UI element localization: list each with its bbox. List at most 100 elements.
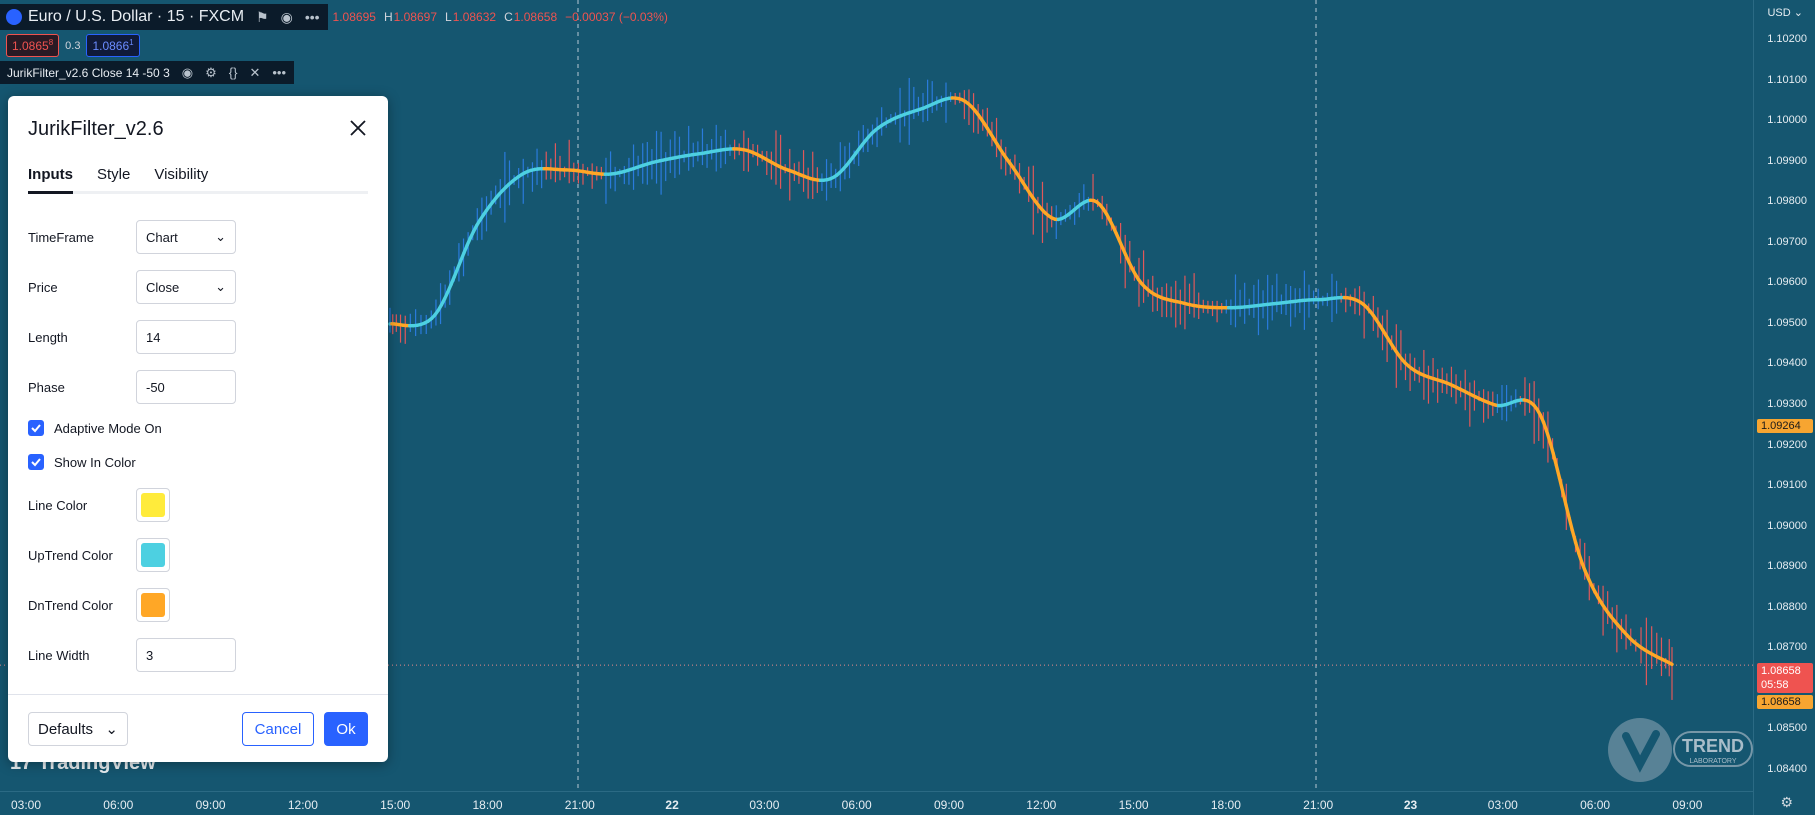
linecolor-row: Line Color: [28, 488, 368, 522]
symbol-box[interactable]: Euro / U.S. Dollar · 15 · FXCM ⚑ ◉ •••: [0, 4, 328, 30]
price-axis-tick: 1.10100: [1767, 73, 1807, 86]
more-icon[interactable]: •••: [304, 9, 320, 25]
jurik-line-segment: [1544, 429, 1552, 444]
ohlc-open: 1.08695: [332, 10, 376, 24]
time-axis-tick: 03:00: [749, 798, 780, 812]
length-label: Length: [28, 329, 68, 345]
timeframe-select[interactable]: Chart ⌄: [136, 220, 236, 254]
dialog-tabs: Inputs Style Visibility: [28, 166, 368, 194]
currency-selector[interactable]: USD ⌄: [1767, 7, 1803, 19]
jurik-line-segment: [1570, 528, 1578, 545]
phase-label: Phase: [28, 379, 65, 395]
settings-icon[interactable]: ⚙: [1780, 794, 1793, 810]
price-axis-tick: 1.10200: [1767, 33, 1807, 46]
flag-icon[interactable]: ⚑: [256, 8, 269, 25]
tab-inputs[interactable]: Inputs: [28, 166, 73, 194]
eye-icon[interactable]: ◉: [280, 8, 293, 25]
adaptive-row: Adaptive Mode On: [28, 420, 368, 436]
last-price-tag: 1.08658 05:58: [1757, 663, 1813, 693]
uptrend-row: UpTrend Color: [28, 538, 368, 572]
currency-flag-icon: [6, 9, 22, 25]
price-row: Price Close ⌄: [28, 270, 368, 304]
tab-visibility[interactable]: Visibility: [154, 166, 209, 183]
spread-value: 0.3: [65, 39, 81, 52]
indicator-label: JurikFilter_v2.6 Close 14 -50 3: [7, 65, 170, 80]
price-axis-tick: 1.09600: [1767, 276, 1807, 289]
indicator-value-tag: 1.09264: [1757, 419, 1813, 433]
chevron-down-icon: ⌄: [215, 229, 226, 244]
showcolor-checkbox[interactable]: [28, 454, 44, 470]
uptrend-color-picker[interactable]: [136, 538, 170, 572]
last-price: 1.08658: [1761, 665, 1801, 677]
showcolor-label: Show In Color: [54, 454, 136, 470]
timeframe-row: TimeFrame Chart ⌄: [28, 220, 368, 254]
time-axis-tick: 15:00: [380, 798, 411, 812]
chevron-down-icon: ⌄: [215, 279, 226, 294]
jurik-line-segment: [1567, 516, 1575, 533]
jurik-line: [388, 96, 1674, 667]
length-input[interactable]: 14: [136, 320, 236, 354]
time-axis-tick: 03:00: [1487, 798, 1518, 812]
time-axis-tick: 09:00: [1672, 798, 1703, 812]
close-icon[interactable]: ✕: [249, 64, 261, 80]
jurik-line-segment: [1561, 489, 1568, 507]
time-axis-tick: 23: [1403, 798, 1418, 812]
indicator-legend[interactable]: JurikFilter_v2.6 Close 14 -50 3 ◉ ⚙ {} ✕…: [0, 61, 294, 84]
price-axis-tick: 1.09400: [1767, 357, 1807, 370]
ohlc-values: 1.08695 H1.08697 L1.08632 C1.08658 −0.00…: [332, 10, 668, 24]
check-icon: [31, 458, 41, 467]
linewidth-label: Line Width: [28, 647, 90, 663]
defaults-dropdown[interactable]: Defaults ⌄: [28, 712, 128, 746]
time-axis-tick: 22: [665, 798, 679, 812]
buy-button[interactable]: 1.08661: [86, 34, 140, 57]
length-row: Length 14: [28, 320, 368, 354]
showcolor-row: Show In Color: [28, 454, 368, 470]
timeframe-label: TimeFrame: [28, 229, 94, 245]
ok-button[interactable]: Ok: [324, 712, 368, 746]
linecolor-label: Line Color: [28, 497, 88, 513]
dntrend-color-picker[interactable]: [136, 588, 170, 622]
ohlc-close: C1.08658: [504, 10, 558, 24]
trade-buttons: 1.08658 0.3 1.08661: [6, 34, 140, 57]
close-icon[interactable]: [348, 118, 368, 138]
jurik-line-segment: [1564, 503, 1571, 520]
uptrend-label: UpTrend Color: [28, 547, 113, 563]
cancel-button[interactable]: Cancel: [242, 712, 314, 746]
jurik-line-segment: [1548, 439, 1555, 455]
more-icon[interactable]: •••: [272, 65, 286, 80]
price-select[interactable]: Close ⌄: [136, 270, 236, 304]
linecolor-picker[interactable]: [136, 488, 170, 522]
adaptive-checkbox[interactable]: [28, 420, 44, 436]
indicator-last-tag: 1.08658: [1757, 695, 1813, 709]
sell-button[interactable]: 1.08658: [6, 34, 60, 57]
time-axis-tick: 18:00: [472, 798, 503, 812]
price-axis[interactable]: USD ⌄ 1.10200 1.10100 1.10000 1.09900 1.0980…: [1753, 0, 1815, 815]
jurik-line-segment: [1557, 476, 1565, 494]
time-axis-tick: 12:00: [287, 798, 318, 812]
time-axis[interactable]: 03:00 06:00 09:00 12:00 15:00 18:00 21:00 22 03:…: [0, 791, 1753, 815]
linecolor-swatch: [141, 493, 165, 517]
tab-style[interactable]: Style: [97, 166, 131, 183]
time-axis-tick: 15:00: [1118, 798, 1149, 812]
time-axis-tick: 06:00: [1580, 798, 1611, 812]
time-axis-tick: 21:00: [564, 798, 595, 812]
phase-input[interactable]: -50: [136, 370, 236, 404]
dialog-footer: Defaults ⌄ Cancel Ok: [8, 694, 388, 762]
price-axis-tick: 1.09300: [1767, 398, 1807, 410]
price-axis-tick: 1.08400: [1767, 762, 1807, 775]
eye-icon[interactable]: ◉: [181, 64, 194, 80]
source-code-icon[interactable]: {}: [228, 65, 238, 80]
dialog-title: JurikFilter_v2.6: [28, 118, 164, 140]
gear-icon[interactable]: ⚙: [205, 64, 217, 80]
jurik-line-segment: [1551, 451, 1559, 468]
time-axis-tick: 09:00: [933, 798, 965, 812]
ohlc-high: H1.08697: [383, 10, 437, 24]
linewidth-input[interactable]: 3: [136, 638, 236, 672]
watermark-text: TREND: [1682, 736, 1744, 756]
symbol-title: Euro / U.S. Dollar · 15 · FXCM: [28, 8, 245, 25]
price-axis-tick: 1.09500: [1767, 316, 1807, 329]
price-axis-tick: 1.08900: [1767, 560, 1807, 573]
dntrend-row: DnTrend Color: [28, 588, 368, 622]
